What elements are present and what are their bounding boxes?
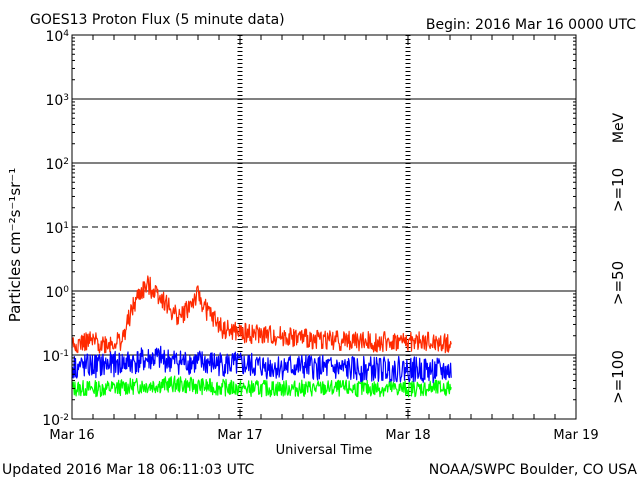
legend-unit: MeV [611, 112, 627, 143]
y-tick-label: 102 [45, 157, 69, 173]
x-axis-label: Universal Time [276, 443, 373, 458]
series-line-ge10 [71, 275, 452, 354]
begin-time-label: Begin: 2016 Mar 16 0000 UTC [426, 17, 636, 33]
legend-entry-ge50: >=50 [609, 261, 627, 305]
y-tick-label: 103 [45, 93, 69, 109]
horizontal-gridlines [72, 98, 576, 356]
y-tick-label: 101 [45, 221, 69, 237]
x-tick-label: Mar 17 [217, 428, 262, 443]
legend-entry-ge100: >=100 [609, 350, 627, 404]
legend: >=10 >=50 >=100 MeV [609, 112, 627, 403]
updated-timestamp: Updated 2016 Mar 18 06:11:03 UTC [2, 462, 255, 478]
x-tick-label: Mar 19 [553, 428, 598, 443]
x-tick-label: Mar 18 [385, 428, 430, 443]
series-line-ge100 [71, 375, 452, 398]
y-axis-label: Particles cm⁻²s⁻¹sr⁻¹ [6, 168, 24, 322]
x-axis-ticks: Mar 16 Mar 17 Mar 18 Mar 19 [49, 35, 599, 443]
flux-series [71, 275, 452, 398]
y-tick-label: 100 [45, 285, 69, 301]
y-tick-label: 10-2 [42, 413, 69, 429]
x-tick-label: Mar 16 [49, 428, 94, 443]
y-axis-ticks: 104 103 102 101 100 10-1 10-2 [42, 29, 576, 429]
legend-entry-ge10: >=10 [609, 168, 627, 212]
chart-title: GOES13 Proton Flux (5 minute data) [30, 12, 285, 28]
y-tick-label: 10-1 [42, 349, 69, 365]
series-line-ge50 [71, 345, 452, 384]
credit-label: NOAA/SWPC Boulder, CO USA [429, 462, 638, 478]
y-tick-label: 104 [45, 29, 69, 45]
